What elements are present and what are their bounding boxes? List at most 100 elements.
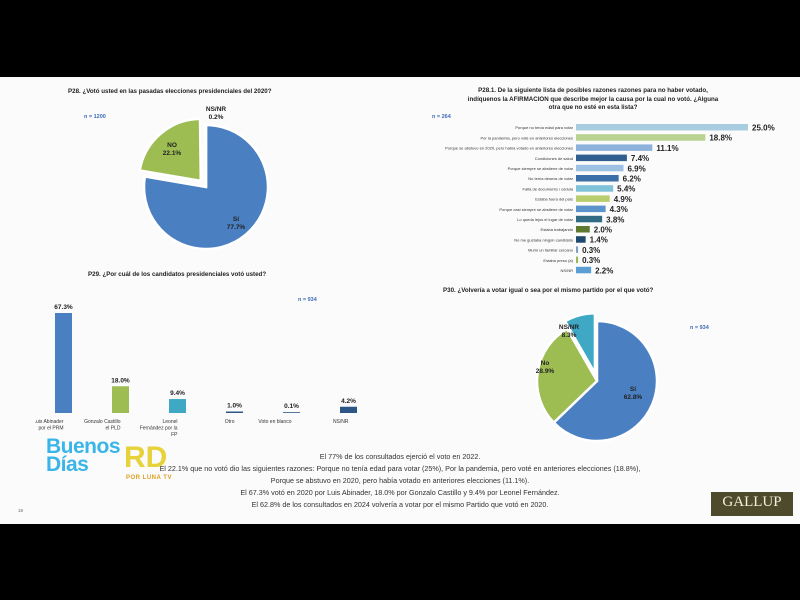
p28-1-category-2: Porque se abstuvo en 2020, pero había vo… <box>445 146 573 151</box>
p28-1-bar-5 <box>576 175 619 182</box>
p28-1-bar-1 <box>576 134 706 141</box>
p29-bar-3 <box>226 411 243 413</box>
logo-line-1: Buenos <box>46 435 121 458</box>
p28-1-category-7: Estaba fuera del país <box>535 197 573 202</box>
p28-1-category-9: Lo queda lejos el lugar de votar <box>517 217 573 222</box>
p28-1-category-10: Estaba trabajando <box>541 227 574 232</box>
p28-1-bar-3 <box>576 154 627 162</box>
p28-1-bar-0 <box>576 124 748 131</box>
p29-category-0-1: por el PRM <box>38 426 63 432</box>
p29-value-4: 0.1% <box>284 403 299 410</box>
page-number: 18 <box>18 508 24 513</box>
p28-1-value-8: 4.3% <box>610 205 628 214</box>
p28-1-bar-14 <box>576 266 592 274</box>
p29-category-2-0: Leonel <box>162 419 177 425</box>
p30-slice-0 <box>552 319 659 443</box>
logo-sub: POR LUNA TV <box>126 475 172 481</box>
p28-1-bar-chart: Porque no tenía edad para votar 25.0% Por … <box>445 124 775 276</box>
p29-category-2-1: Fernández por la <box>140 426 178 432</box>
p28-1-bar-13 <box>576 256 579 264</box>
p29-category-0-0: Luis Abinader <box>35 419 64 425</box>
logo-line-2: Días <box>46 453 89 476</box>
p29-category-4-0: Voto en blanco <box>258 419 291 425</box>
p30-slice-value-2: 8.3% <box>562 332 577 339</box>
p29-value-2: 9.4% <box>170 390 185 397</box>
p28-1-value-12: 0.3% <box>582 246 600 255</box>
p30-slice-value-0: 62.8% <box>624 394 643 401</box>
p29-bar-5 <box>340 406 357 413</box>
p29-bar-1 <box>112 386 129 413</box>
p28-1-category-13: Estaba preso (a) <box>543 258 573 263</box>
p28-1-value-1: 18.8% <box>709 134 732 143</box>
p28-slice-1 <box>138 117 203 183</box>
p28-n: n = 1200 <box>84 114 106 120</box>
p29-category-3-0: Otro <box>225 419 235 425</box>
p28-1-value-9: 3.8% <box>606 215 624 224</box>
p28-1-value-6: 5.4% <box>617 185 635 194</box>
p28-1-bar-12 <box>576 246 579 253</box>
p30-slice-2 <box>563 312 597 378</box>
p28-1-value-4: 6.9% <box>627 164 645 173</box>
p28-1-category-12: Murió un familiar cercano <box>528 248 574 253</box>
p28-1-bar-8 <box>576 205 606 213</box>
slide: P28. ¿Votó usted en las pasadas eleccion… <box>0 77 800 524</box>
p28-1-value-3: 7.4% <box>631 154 649 163</box>
p28-slice-label-0: Sí <box>233 216 239 223</box>
p28-1-category-8: Porque casi siempre se abstiene de votar <box>499 207 573 212</box>
p29-category-5-0: NS/NR <box>333 419 349 425</box>
p30-slice-label-1: No <box>541 360 550 367</box>
p28-1-bar-10 <box>576 226 590 233</box>
footer-line-3: Porque se abstuvo en 2020, pero había vo… <box>270 476 530 485</box>
p30-slice-1 <box>535 327 599 425</box>
p30-n: n = 934 <box>690 325 709 331</box>
p28-slice-value-2: 0.2% <box>209 114 224 121</box>
p29-value-1: 18.0% <box>111 377 130 384</box>
p30-slice-value-1: 28.9% <box>536 368 555 375</box>
p28-1-bar-7 <box>576 195 610 202</box>
p28-1-value-14: 2.2% <box>595 266 613 275</box>
p28-1-category-11: No me gustaba ningún candidato <box>514 237 573 242</box>
p29-value-3: 1.0% <box>227 403 242 410</box>
p29-value-0: 67.3% <box>54 304 73 311</box>
p28-1-value-13: 0.3% <box>582 256 600 265</box>
p29-bar-2 <box>169 399 186 413</box>
p28-slice-2 <box>203 123 208 188</box>
gallup-logo-bar <box>711 511 793 516</box>
p28-1-category-1: Por la pandemia, pero voté en anteriores… <box>481 135 574 140</box>
p28-1-n: n = 264 <box>432 114 451 120</box>
p28-1-category-4: Porque siempre se abstiene de votar <box>508 166 574 171</box>
p28-1-category-5: No tenía deseos de votar <box>528 176 573 181</box>
p28-1-bar-6 <box>576 185 614 192</box>
p28-1-title: P28.1. De la siguiente lista de posibles… <box>428 87 758 113</box>
buenos-dias-rd-logo: Buenos Días RD POR LUNA TV <box>44 435 194 493</box>
p28-1-title-line-1: P28.1. De la siguiente lista de posibles… <box>478 87 708 94</box>
footer-line-2: El 22.1% que no votó dio las siguientes … <box>159 464 641 473</box>
p28-slice-value-1: 22.1% <box>163 150 182 157</box>
p28-1-value-2: 11.1% <box>656 144 678 153</box>
p28-slice-label-2: NS/NR <box>206 106 227 113</box>
p28-1-bar-2 <box>576 144 653 151</box>
p29-n: n = 934 <box>298 297 317 303</box>
p30-slice-label-2: NS/NR <box>559 324 580 331</box>
p28-1-value-5: 6.2% <box>623 175 641 184</box>
p28-slice-label-1: NO <box>167 142 177 149</box>
p30-slice-label-0: Sí <box>630 386 636 393</box>
p28-1-title-line-2: indíquenos la AFIRMACION que describe me… <box>467 95 719 103</box>
p28-title: P28. ¿Votó usted en las pasadas eleccion… <box>68 88 272 95</box>
p29-category-1-1: el PLD <box>105 426 120 432</box>
p28-1-category-3: Condiciones de salud <box>535 156 573 161</box>
p28-1-bar-11 <box>576 236 586 243</box>
p29-value-5: 4.2% <box>341 398 356 405</box>
p28-1-category-0: Porque no tenía edad para votar <box>515 125 573 130</box>
logo-rd: RD <box>124 441 168 474</box>
p28-1-title-line-3: otra que no esté en esta lista? <box>548 104 638 111</box>
p28-1-value-11: 1.4% <box>590 236 608 245</box>
p28-1-value-7: 4.9% <box>614 195 632 204</box>
p30-title: P30. ¿Volvería a votar igual o sea por e… <box>443 287 654 294</box>
footer-line-5: El 62.8% de los consultados en 2024 volv… <box>251 500 549 509</box>
p28-slice-value-0: 77.7% <box>227 224 246 231</box>
p28-1-bar-9 <box>576 215 603 223</box>
